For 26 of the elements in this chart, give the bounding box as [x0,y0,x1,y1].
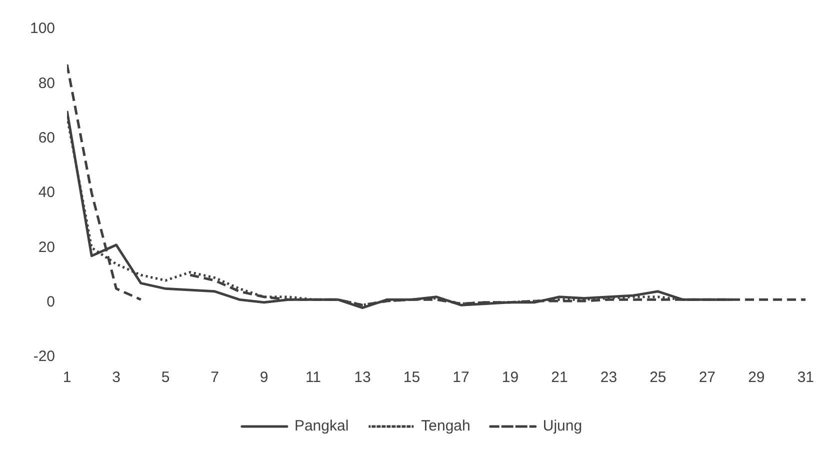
legend-label: Pangkal [294,418,349,435]
y-tick-label: 0 [46,293,56,310]
x-tick-label: 31 [797,369,814,386]
legend-label: Tengah [421,418,470,435]
x-tick-label: 17 [452,369,470,386]
x-tick-label: 21 [551,369,568,386]
x-tick-label: 25 [650,369,666,386]
y-tick-label: -20 [33,348,56,366]
y-tick-label: 40 [38,184,56,202]
x-tick-label: 7 [210,369,219,386]
x-tick-label: 11 [305,369,322,386]
x-tick-label: 19 [502,369,519,386]
x-tick-label: 15 [403,369,420,386]
y-tick-label: 60 [38,129,56,146]
y-tick-label: 100 [30,20,56,38]
x-tick-label: 13 [354,369,371,386]
x-tick-label: 5 [161,369,170,386]
x-tick-label: 3 [112,369,120,386]
x-tick-label: 23 [600,369,618,386]
y-tick-label: 20 [38,238,56,256]
y-tick-label: 80 [38,74,56,92]
x-tick-label: 1 [62,369,72,386]
x-tick-label: 29 [748,369,765,386]
x-tick-label: 9 [260,369,268,386]
legend-label: Ujung [542,418,582,435]
x-tick-label: 27 [698,369,716,386]
